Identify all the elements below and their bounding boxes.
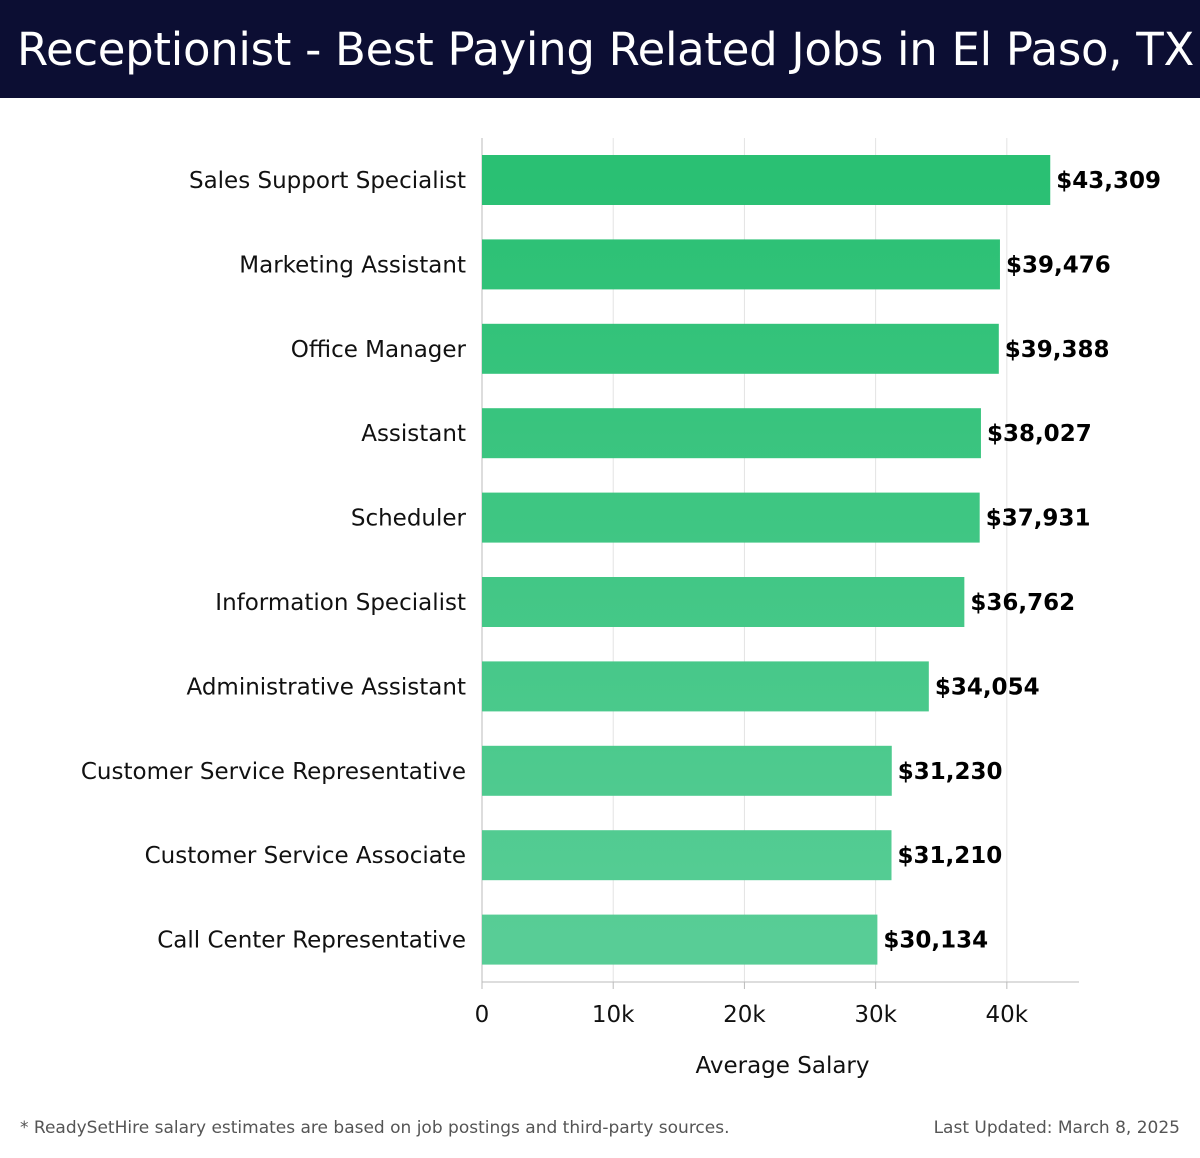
category-label: Customer Service Associate	[145, 843, 466, 869]
value-label: $43,309	[1056, 168, 1161, 194]
x-tick-label: 30k	[854, 1002, 897, 1028]
bars	[482, 155, 1051, 965]
value-label: $39,388	[1005, 337, 1110, 363]
page-title: Receptionist - Best Paying Related Jobs …	[17, 23, 1195, 76]
value-label: $31,210	[898, 843, 1003, 869]
x-tick-label: 20k	[723, 1002, 766, 1028]
value-label: $37,931	[986, 506, 1091, 532]
value-label: $31,230	[898, 759, 1003, 785]
last-updated: Last Updated: March 8, 2025	[933, 1118, 1180, 1138]
category-label: Customer Service Representative	[81, 759, 466, 785]
category-label: Sales Support Specialist	[189, 168, 466, 194]
category-label: Scheduler	[351, 506, 467, 532]
value-label: $36,762	[970, 590, 1075, 616]
value-label: $38,027	[987, 421, 1092, 447]
x-tick-label: 40k	[986, 1002, 1029, 1028]
bar	[482, 914, 878, 965]
bar	[482, 155, 1051, 205]
salary-bar-chart: 0 10k 20k 30k 40k Average Salary Sales Support…	[81, 138, 1161, 1079]
category-label: Assistant	[361, 421, 466, 447]
bar	[482, 492, 980, 543]
bar	[482, 661, 929, 712]
value-label: $30,134	[883, 928, 988, 954]
title-banner: Receptionist - Best Paying Related Jobs …	[0, 0, 1200, 98]
labels: 0 10k 20k 30k 40k Average Salary Sales Support…	[81, 168, 1161, 1079]
category-label: Administrative Assistant	[186, 674, 466, 700]
x-tick-label: 0	[475, 1002, 490, 1028]
bar	[482, 408, 981, 459]
category-label: Information Specialist	[215, 590, 466, 616]
category-label: Office Manager	[291, 337, 467, 363]
category-label: Marketing Assistant	[239, 252, 466, 278]
bar	[482, 577, 965, 627]
bar	[482, 323, 999, 374]
x-tick-label: 10k	[592, 1002, 635, 1028]
bar	[482, 745, 892, 796]
footer-disclaimer: * ReadySetHire salary estimates are base…	[20, 1118, 730, 1138]
category-label: Call Center Representative	[157, 928, 466, 954]
bar	[482, 239, 1000, 290]
value-label: $34,054	[935, 674, 1040, 700]
value-label: $39,476	[1006, 252, 1111, 278]
x-axis-title: Average Salary	[695, 1053, 869, 1079]
bar	[482, 830, 892, 881]
